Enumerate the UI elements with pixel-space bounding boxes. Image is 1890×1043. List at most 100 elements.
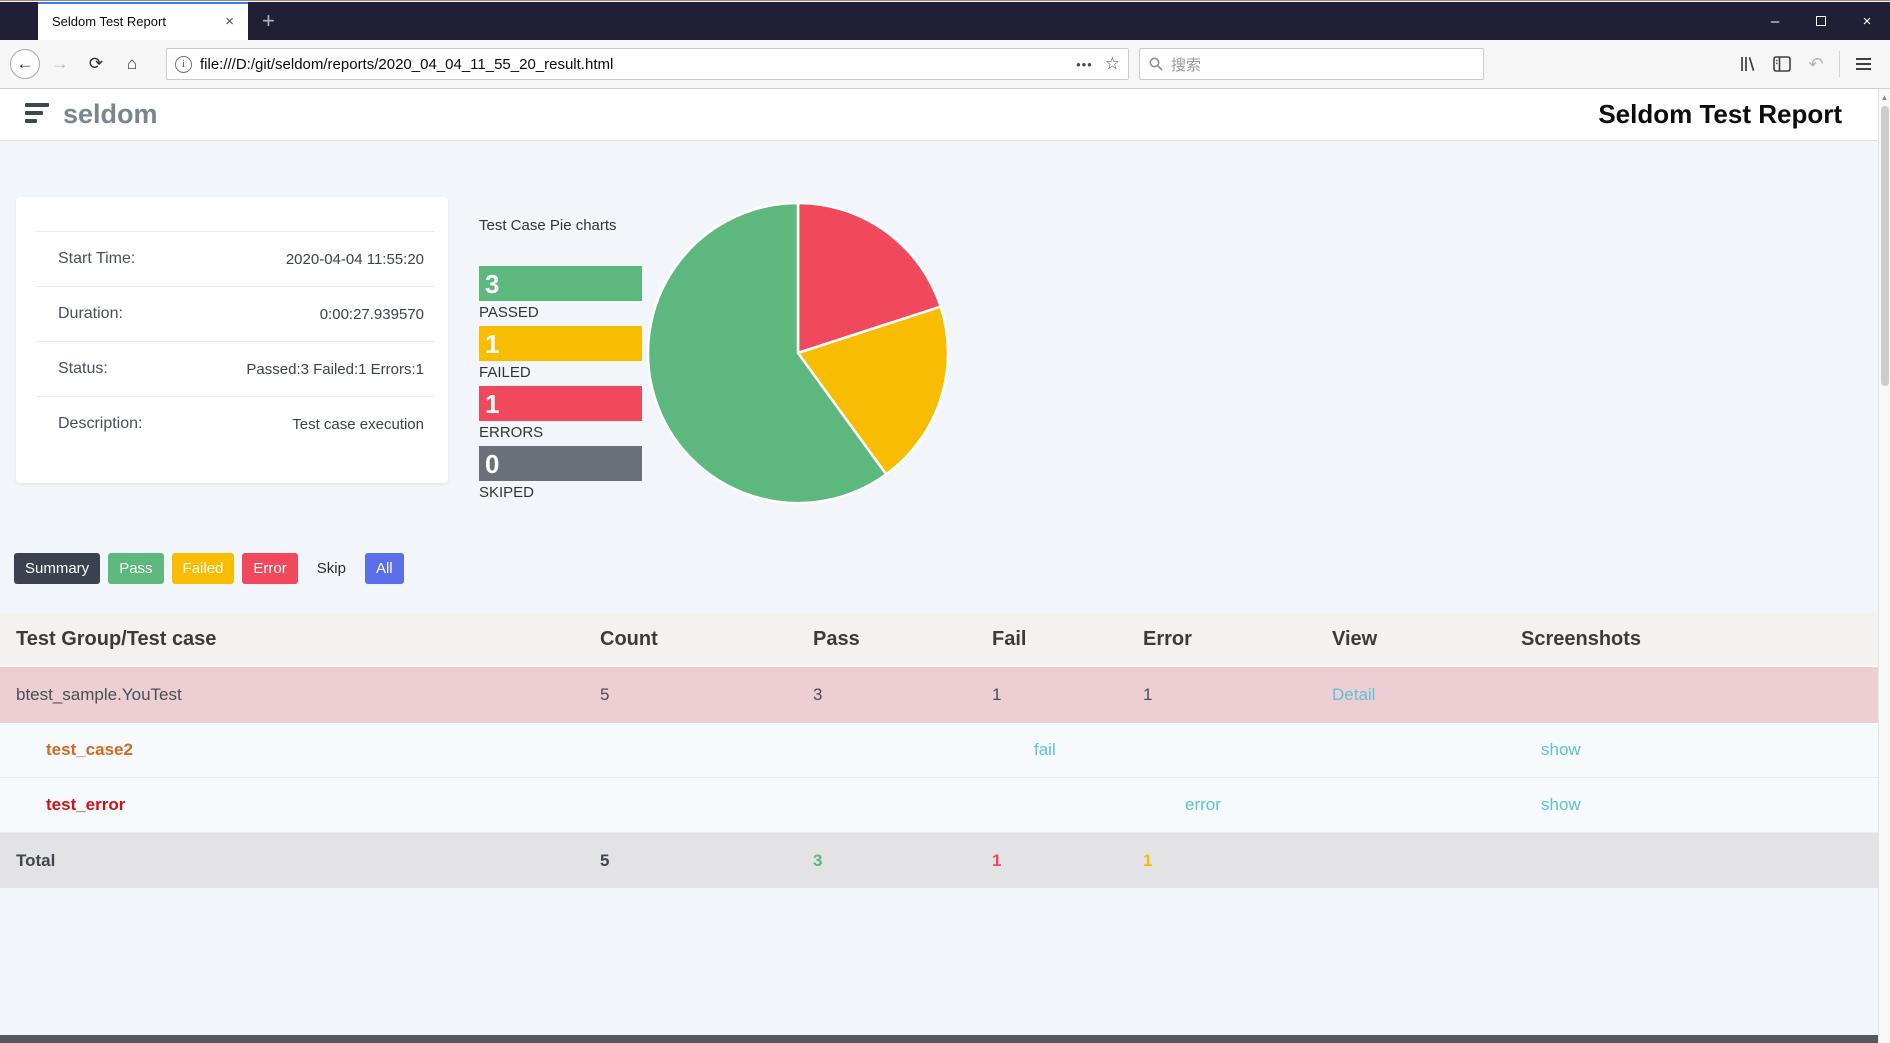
results-table: Test Group/Test case Count Pass Fail Error Vi… [0,613,1890,888]
maximize-icon [1816,16,1826,26]
chart-title: Test Case Pie charts [479,217,617,234]
summary-card: Start Time: 2020-04-04 11:55:20 Duration… [16,197,448,483]
legend-label: ERRORS [479,424,544,441]
pie-chart-container [638,193,958,513]
new-tab-button[interactable]: + [262,8,275,33]
pie-slice-passed [646,201,888,505]
pie-chart [646,201,950,505]
summary-label: Duration: [58,305,123,322]
legend-label: PASSED [479,304,539,321]
fail-cell: 1 [992,850,1002,870]
tab-title: Seldom Test Report [52,13,166,29]
summary-row: Start Time: 2020-04-04 11:55:20 [36,231,434,286]
bookmark-star-icon[interactable]: ☆ [1104,54,1120,73]
show-link[interactable]: show [1541,795,1581,814]
browser-tab[interactable]: Seldom Test Report × [38,2,248,40]
legend-count-bar: 3 [479,266,642,301]
error-cell: 1 [1143,685,1153,704]
page-info-icon[interactable]: i [175,55,192,73]
back-button[interactable]: ← [10,49,40,79]
page-title: Seldom Test Report [1598,99,1842,129]
seldom-logo-icon [25,102,49,127]
scroll-up-icon[interactable]: ▲ [1880,93,1889,102]
legend-count-bar: 1 [479,386,642,421]
table-row-group: btest_sample.YouTest 5 3 1 1 Detail [0,667,1890,723]
undo-refresh-icon[interactable]: ↶ [1808,53,1824,74]
error-link[interactable]: error [1185,795,1221,814]
search-box[interactable]: 搜索 [1139,48,1484,80]
summary-value: Test case execution [292,415,424,433]
maximize-button[interactable] [1798,2,1844,40]
search-icon [1149,57,1163,71]
tab-close-icon[interactable]: × [225,12,234,30]
forward-button[interactable]: → [51,54,69,73]
summary-row: Duration: 0:00:27.939570 [36,286,434,341]
search-placeholder: 搜索 [1171,56,1202,74]
column-header-screenshots: Screenshots [1521,627,1642,650]
filter-bar: Summary Pass Failed Error Skip All [14,553,412,584]
summary-row: Description: Test case execution [36,396,434,451]
window-controls: – × [1752,2,1890,40]
filter-button-failed[interactable]: Failed [171,553,235,584]
pie-slice-failed [795,305,950,477]
fail-cell: 1 [992,685,1002,704]
show-link[interactable]: show [1541,740,1581,759]
toolbar-separator [1839,51,1840,77]
filter-button-error[interactable]: Error [242,553,298,584]
tab-bar: Seldom Test Report × + – × [0,2,1890,40]
fail-link[interactable]: fail [1034,740,1056,759]
error-cell: 1 [1143,850,1153,870]
summary-label: Status: [58,360,108,377]
chart-legend: 3 PASSED 1 FAILED 1 ERRORS 0 SKIPED [479,266,642,506]
summary-value: Passed:3 Failed:1 Errors:1 [246,360,424,378]
legend-item-passed: 3 PASSED [479,266,642,326]
footer-bar [0,1035,1878,1043]
menu-hamburger-icon[interactable] [1846,49,1880,79]
seldom-logo-text: seldom [63,99,158,129]
url-text[interactable]: file:///D:/git/seldom/reports/2020_04_04… [200,55,614,73]
report-page: seldom Seldom Test Report Start Time: 20… [0,89,1890,1043]
filter-button-summary[interactable]: Summary [14,553,101,584]
reload-button[interactable]: ⟳ [88,54,104,73]
report-header: seldom Seldom Test Report [0,89,1890,141]
library-icon[interactable] [1731,49,1765,79]
summary-row: Status: Passed:3 Failed:1 Errors:1 [36,341,434,396]
column-header-fail: Fail [992,627,1027,650]
count-cell: 5 [600,850,610,870]
scrollbar-thumb[interactable] [1881,106,1889,386]
test-case-name: test_error [46,795,126,814]
test-case-name: test_case2 [46,740,133,759]
minimize-button[interactable]: – [1770,12,1780,30]
column-header-test-group-test-case: Test Group/Test case [16,627,217,650]
count-cell: 5 [600,685,610,704]
legend-label: FAILED [479,364,531,381]
toolbar-right-icons: ↶ [1731,49,1880,79]
summary-value: 0:00:27.939570 [319,305,424,323]
summary-label: Start Time: [58,250,136,267]
summary-value: 2020-04-04 11:55:20 [285,250,424,268]
legend-count: 0 [485,448,500,479]
column-header-error: Error [1143,627,1192,650]
page-actions-icon[interactable]: ••• [1076,56,1093,72]
legend-item-errors: 1 ERRORS [479,386,642,446]
summary-label: Description: [58,415,143,432]
table-row-case: test_error error show [0,778,1890,833]
total-label: Total [16,850,56,870]
sidebar-toggle-icon[interactable] [1765,49,1799,79]
url-bar[interactable]: i file:///D:/git/seldom/reports/2020_04_… [166,48,1129,80]
column-header-count: Count [600,627,658,650]
test-group-name: btest_sample.YouTest [16,685,182,704]
scrollbar[interactable]: ▲ [1878,89,1890,1043]
home-button[interactable]: ⌂ [126,54,138,73]
legend-item-skiped: 0 SKIPED [479,446,642,506]
legend-count: 1 [485,328,500,359]
browser-toolbar: ← → ⟳ ⌂ i file:///D:/git/seldom/reports/… [0,40,1890,89]
detail-link[interactable]: Detail [1332,685,1376,704]
table-row-total: Total 5 3 1 1 [0,833,1890,888]
pass-cell: 3 [813,850,823,870]
filter-button-all[interactable]: All [364,553,404,584]
filter-button-pass[interactable]: Pass [108,553,164,584]
filter-button-skip[interactable]: Skip [306,553,357,584]
close-window-button[interactable]: × [1862,12,1872,30]
